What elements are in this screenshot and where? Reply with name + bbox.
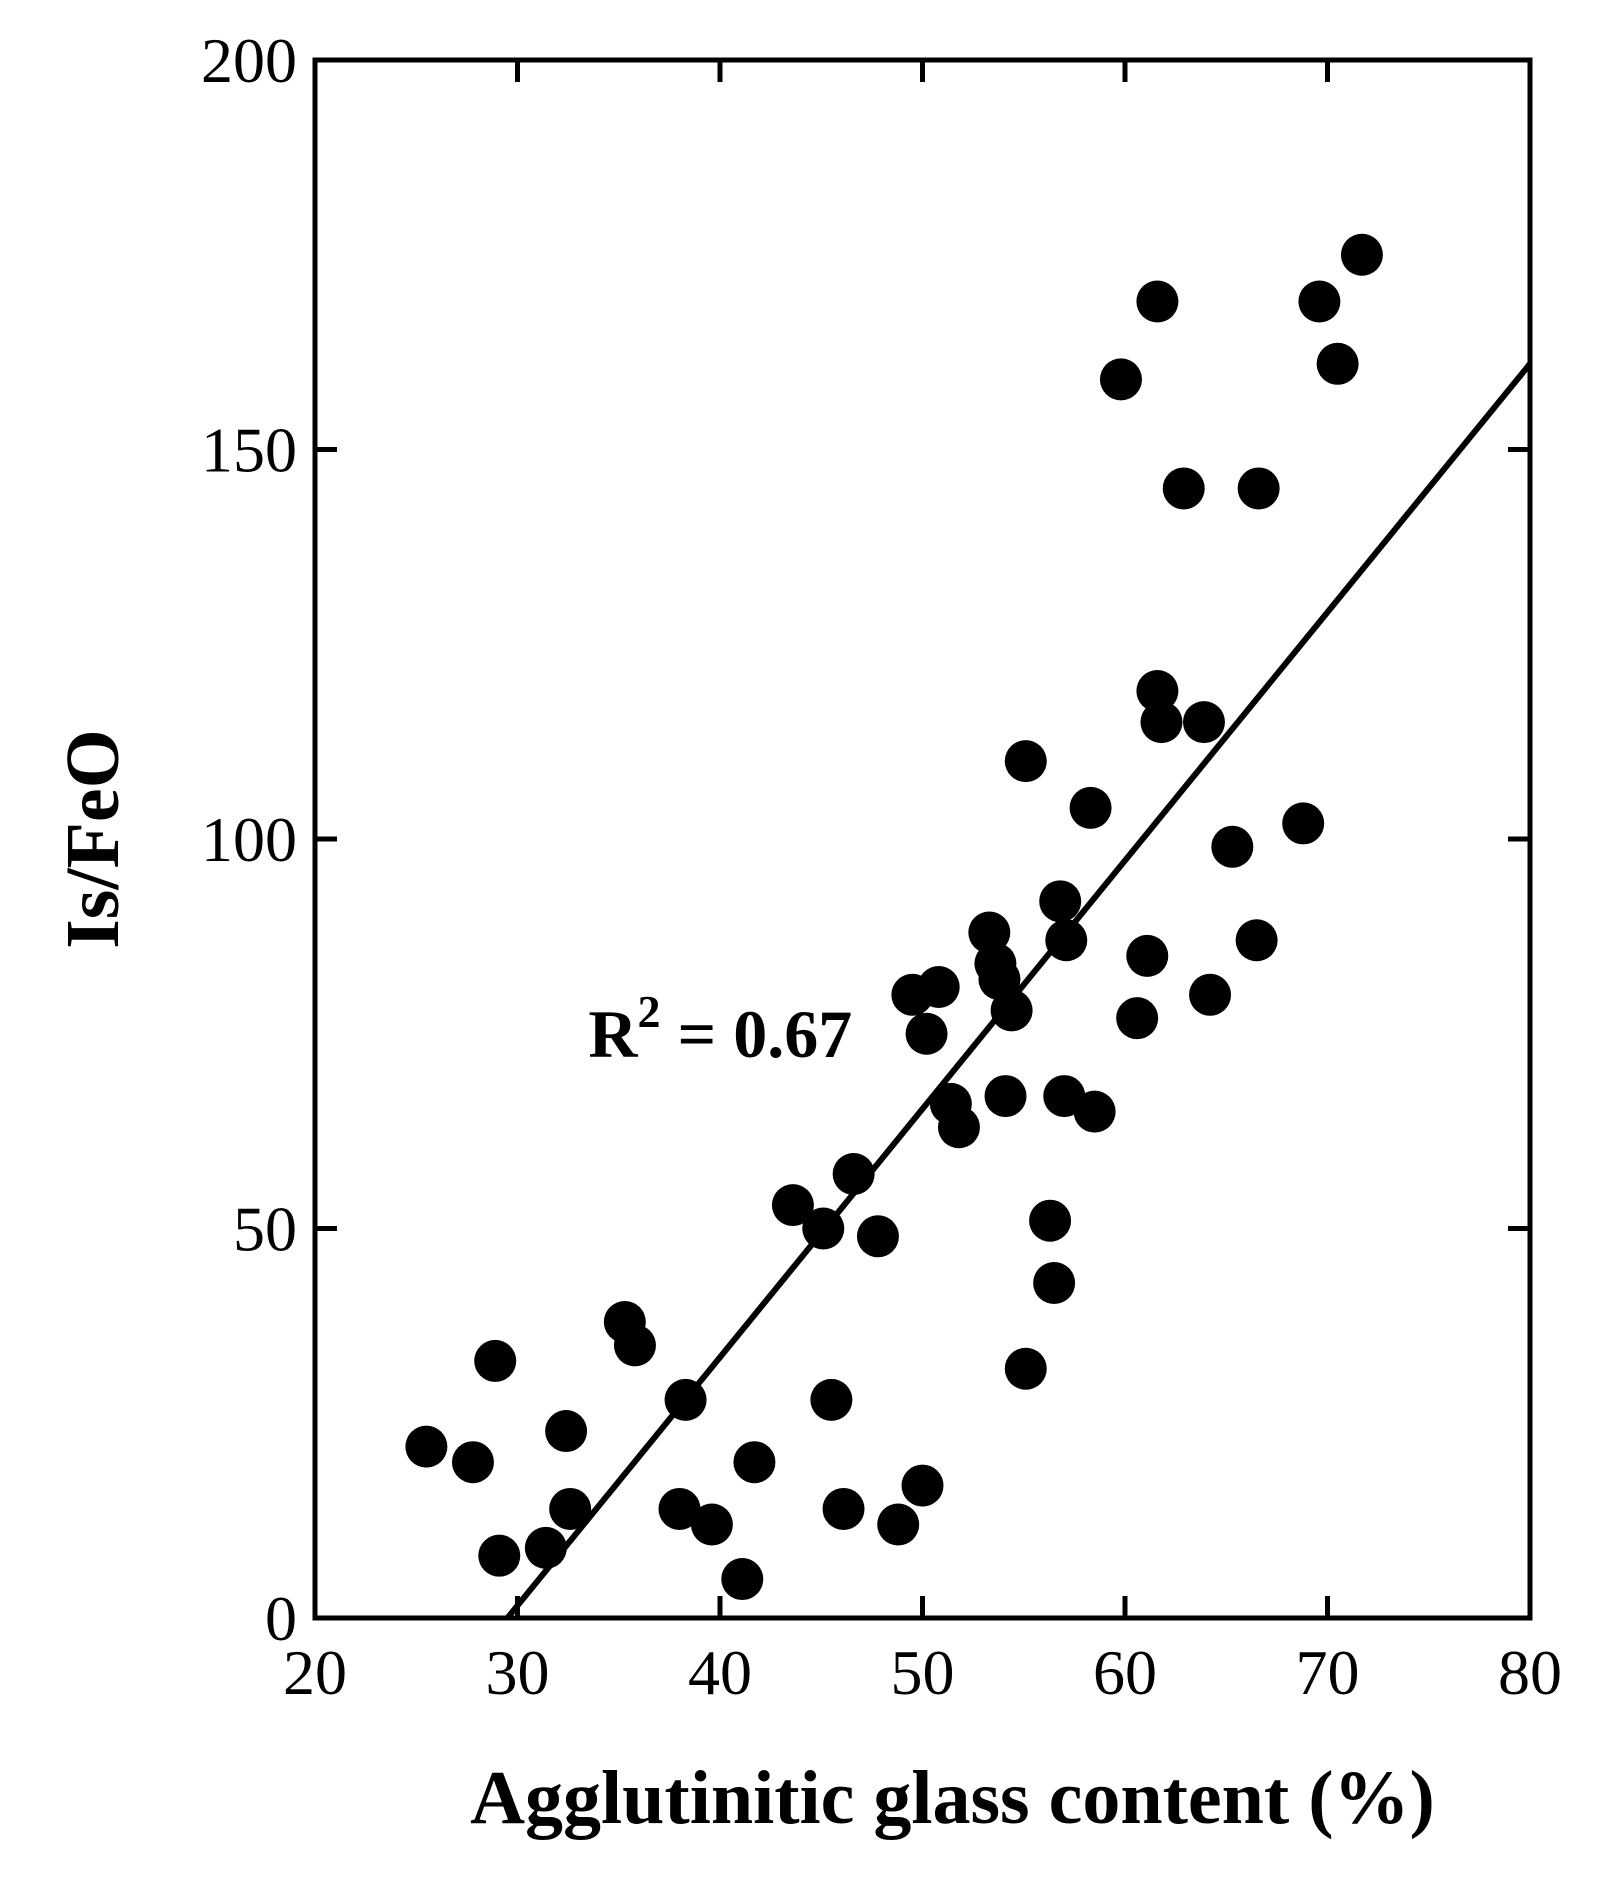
data-point <box>1039 880 1082 923</box>
data-point <box>690 1503 733 1546</box>
data-point <box>856 1215 899 1258</box>
y-axis-title: Is/FeO <box>51 729 135 949</box>
points-layer <box>405 233 1383 1601</box>
data-point <box>984 1075 1027 1118</box>
x-tick-label: 20 <box>283 1637 347 1708</box>
y-tick-label: 100 <box>201 804 297 875</box>
data-point <box>877 1503 920 1546</box>
x-axis-title: Agglutinitic glass content (%) <box>470 1756 1435 1840</box>
data-point <box>549 1487 592 1530</box>
ticks-layer: 20 30 40 50 60 70 80 0 50 100 150 200 <box>201 25 1562 1708</box>
data-point <box>1182 701 1225 744</box>
data-point <box>905 1012 948 1055</box>
data-point <box>1162 467 1205 510</box>
data-point <box>545 1410 588 1453</box>
data-point <box>1004 1347 1047 1390</box>
data-point <box>1045 919 1088 962</box>
data-point <box>1126 934 1169 977</box>
data-point <box>721 1558 764 1601</box>
data-point <box>1282 802 1325 845</box>
data-point <box>474 1339 517 1382</box>
data-point <box>1099 358 1142 401</box>
regression-line <box>505 361 1533 1620</box>
data-point <box>1116 997 1159 1040</box>
x-tick-label: 30 <box>486 1637 550 1708</box>
plot-frame <box>312 57 1533 1621</box>
data-point <box>613 1324 656 1367</box>
data-point <box>1237 467 1280 510</box>
data-point <box>771 1184 814 1227</box>
x-tick-label: 40 <box>688 1637 752 1708</box>
y-tick-label: 0 <box>265 1583 297 1654</box>
r-squared-annotation: R2 = 0.67 <box>588 986 852 1072</box>
y-tick-label: 150 <box>201 415 297 486</box>
data-point <box>1140 701 1183 744</box>
data-point <box>1069 786 1112 829</box>
y-tick-label: 200 <box>201 25 297 96</box>
data-point <box>524 1526 567 1569</box>
y-tick-label: 50 <box>233 1194 297 1265</box>
data-point <box>968 911 1011 954</box>
data-point <box>1189 973 1232 1016</box>
data-point <box>1004 740 1047 783</box>
data-point <box>478 1534 521 1577</box>
data-point <box>405 1425 448 1468</box>
data-point <box>1235 919 1278 962</box>
x-tick-label: 50 <box>891 1637 955 1708</box>
x-tick-label: 80 <box>1498 1637 1562 1708</box>
data-point <box>1033 1262 1076 1305</box>
data-point <box>822 1487 865 1530</box>
data-point <box>810 1378 853 1421</box>
data-point <box>990 989 1033 1032</box>
data-point <box>1073 1090 1116 1133</box>
x-tick-label: 60 <box>1093 1637 1157 1708</box>
data-point <box>1298 280 1341 323</box>
data-point <box>917 966 960 1009</box>
data-point <box>1136 669 1179 712</box>
data-point <box>1316 342 1359 385</box>
r-squared-value: = 0.67 <box>660 996 852 1072</box>
data-point <box>1211 825 1254 868</box>
data-point <box>1136 280 1179 323</box>
data-point <box>658 1487 701 1530</box>
x-tick-label: 70 <box>1296 1637 1360 1708</box>
data-point <box>451 1441 494 1484</box>
data-point <box>901 1464 944 1507</box>
data-point <box>937 1106 980 1149</box>
r-squared-superscript: 2 <box>637 986 660 1037</box>
r-squared-base: R <box>588 996 638 1072</box>
data-point <box>733 1441 776 1484</box>
data-point <box>1340 233 1383 276</box>
data-point <box>1029 1199 1072 1242</box>
